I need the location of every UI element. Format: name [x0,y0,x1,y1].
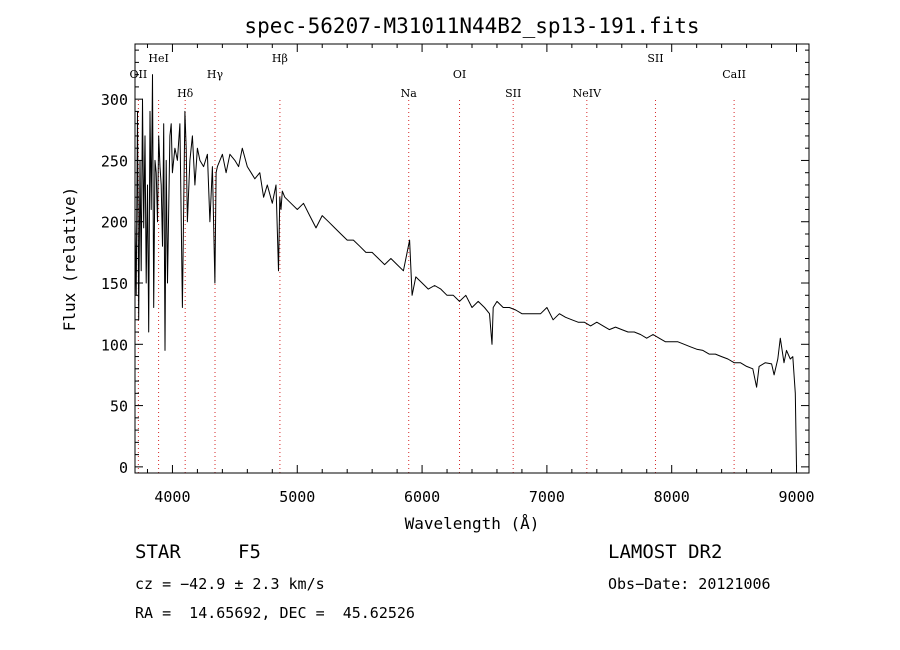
spectral-line-label: Hγ [207,68,224,81]
y-tick-label: 150 [101,275,128,293]
x-tick-label: 4000 [154,488,190,506]
y-tick-label: 250 [101,152,128,170]
observation-date: Obs−Date: 20121006 [608,575,771,593]
y-tick-label: 100 [101,336,128,354]
spectral-line-label: SII [647,52,663,65]
survey-release: LAMOST DR2 [608,541,723,563]
y-tick-label: 200 [101,214,128,232]
x-tick-label: 7000 [529,488,565,506]
spectral-line-label: OI [453,68,466,81]
x-tick-label: 8000 [654,488,690,506]
spectral-line-label: CaII [722,68,746,81]
x-tick-label: 6000 [404,488,440,506]
spectral-line-label: Hδ [177,87,194,100]
plot-frame [134,43,810,474]
spectral-line-label: Na [401,87,418,100]
x-tick-label: 9000 [778,488,814,506]
y-tick-label: 50 [110,398,128,416]
object-subclass: F5 [238,541,261,563]
axes: 4000 5000 6000 7000 8000 9000 0 50 100 150 200 250 3… [101,44,815,506]
spectrum-line [134,74,797,467]
coordinates: RA = 14.65692, DEC = 45.62526 [135,604,415,622]
y-tick-label: 0 [119,459,128,477]
spectral-line-label: SII [505,87,521,100]
spectral-line-label: HeI [148,52,168,65]
y-axis-label: Flux (relative) [60,187,79,332]
object-class: STAR [135,541,181,563]
x-tick-label: 5000 [279,488,315,506]
y-tick-label: 300 [101,91,128,109]
spectral-line-label: Hβ [272,52,288,65]
x-axis-label: Wavelength (Å) [405,514,540,533]
chart-title: spec-56207-M31011N44B2_sp13-191.fits [244,14,699,38]
spectral-line-label: NeIV [573,87,602,100]
redshift-cz: cz = −42.9 ± 2.3 km/s [135,575,325,593]
spectrum-series [134,74,797,467]
